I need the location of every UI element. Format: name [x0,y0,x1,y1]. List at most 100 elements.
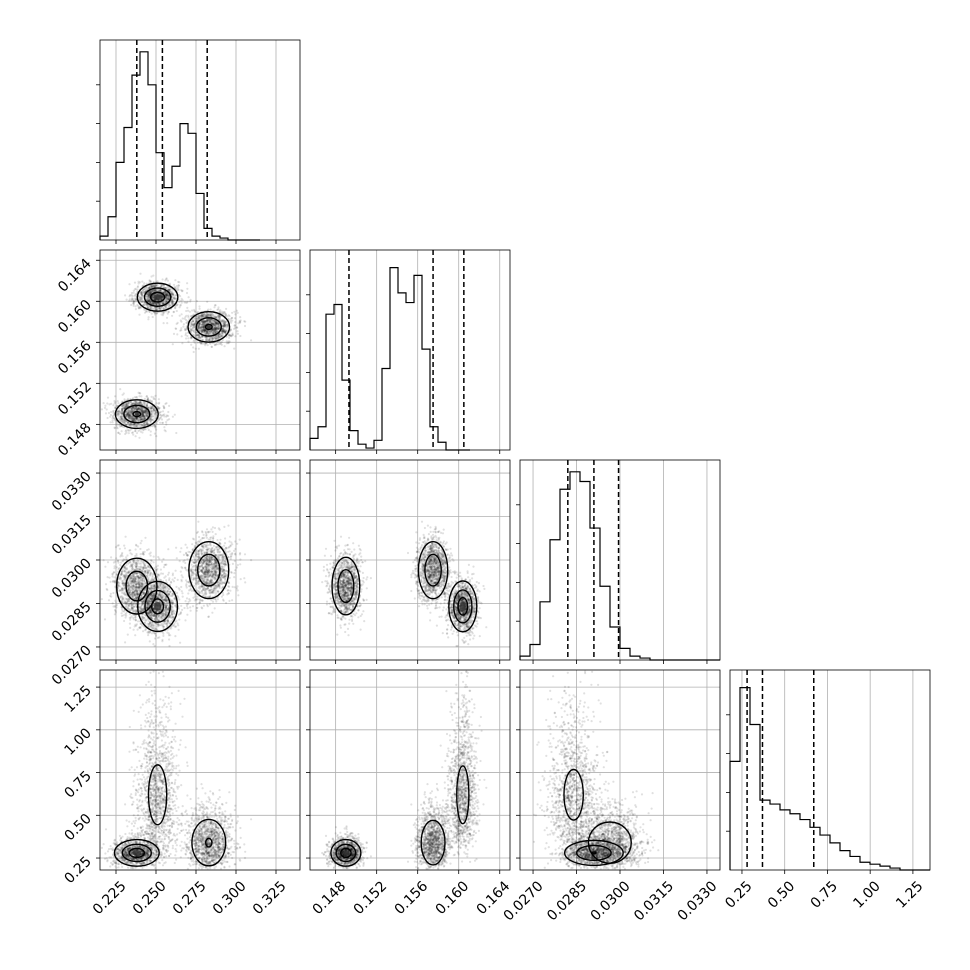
scatter-point [192,320,195,323]
scatter-point [184,328,187,331]
scatter-point [234,540,237,543]
scatter-point [218,318,221,321]
scatter-point [236,330,239,333]
scatter-point [127,413,131,416]
scatter-point [214,328,217,331]
scatter-point [207,313,210,317]
scatter-point [139,392,142,395]
scatter-point [165,295,168,298]
scatter-point [143,417,146,421]
scatter-point [163,429,166,432]
scatter-point [146,293,149,297]
scatter-point [212,331,215,334]
scatter-point [115,566,118,569]
scatter-point [120,416,123,419]
scatter-point [132,300,136,303]
scatter-point [126,413,129,416]
scatter-point [225,307,228,310]
scatter-point [214,330,217,333]
scatter-point [184,566,187,569]
scatter-point [189,606,192,609]
scatter-point [174,297,177,300]
scatter-point [152,284,155,287]
scatter-point [187,337,190,340]
scatter-point [175,431,178,435]
scatter-point [141,413,144,416]
scatter-point [139,418,142,421]
scatter-point [128,283,131,286]
scatter-point [202,320,205,323]
scatter-point [143,311,147,314]
scatter-point [201,335,204,339]
scatter-point [104,412,108,415]
scatter-point [206,300,209,303]
scatter-point [120,430,123,433]
scatter-point [139,417,142,420]
scatter-point [104,404,107,407]
scatter-point [168,638,171,641]
scatter-point [124,294,127,297]
scatter-point [146,296,149,299]
scatter-point [112,409,115,412]
scatter-point [162,557,165,561]
scatter-point [215,336,218,339]
scatter-point [184,332,187,335]
scatter-point [130,294,133,297]
scatter-point [134,299,137,302]
scatter-point [138,395,141,398]
scatter-point [145,404,148,407]
scatter-point [126,402,129,405]
scatter-point [129,410,132,413]
panel-frame [309,249,511,451]
scatter-point [223,544,226,547]
scatter-point [129,401,132,404]
scatter-point [151,289,154,292]
scatter-point [167,410,170,414]
scatter-point [149,430,152,433]
scatter-point [161,414,164,417]
scatter-point [235,309,238,312]
scatter-point [139,547,142,551]
scatter-point [149,434,152,437]
scatter-point [165,294,168,297]
scatter-point [217,325,220,328]
scatter-point [209,308,212,311]
scatter-point [193,538,196,541]
scatter-point [179,329,182,332]
scatter-point [212,330,215,334]
scatter-point [138,313,141,316]
scatter-point [219,336,222,339]
scatter-point [152,561,155,564]
scatter-point [134,308,137,311]
scatter-point [231,311,234,314]
scatter-point [143,282,146,285]
scatter-point [152,418,155,421]
scatter-point [128,295,131,298]
scatter-point [130,408,133,411]
scatter-point [113,402,116,405]
scatter-point [125,405,128,408]
scatter-point [239,578,242,581]
scatter-point [198,307,201,310]
scatter-point [175,327,178,330]
scatter-point [204,320,208,323]
scatter-point [233,310,236,313]
scatter-point [152,643,155,646]
scatter-point [136,431,139,435]
scatter-point [146,404,149,407]
scatter-point [150,312,153,315]
scatter-point [186,282,189,285]
scatter-point [206,336,209,339]
x-tick-label: 1.25 [893,878,926,911]
scatter-point [207,308,210,311]
scatter-point [117,544,120,547]
scatter-point [203,329,206,332]
scatter-point [111,421,114,424]
scatter-point [149,291,152,295]
scatter-point [148,279,151,282]
scatter-point [147,299,150,302]
scatter-point [156,420,159,423]
scatter-point [129,417,132,420]
scatter-point [166,312,169,315]
scatter-point [218,316,221,319]
